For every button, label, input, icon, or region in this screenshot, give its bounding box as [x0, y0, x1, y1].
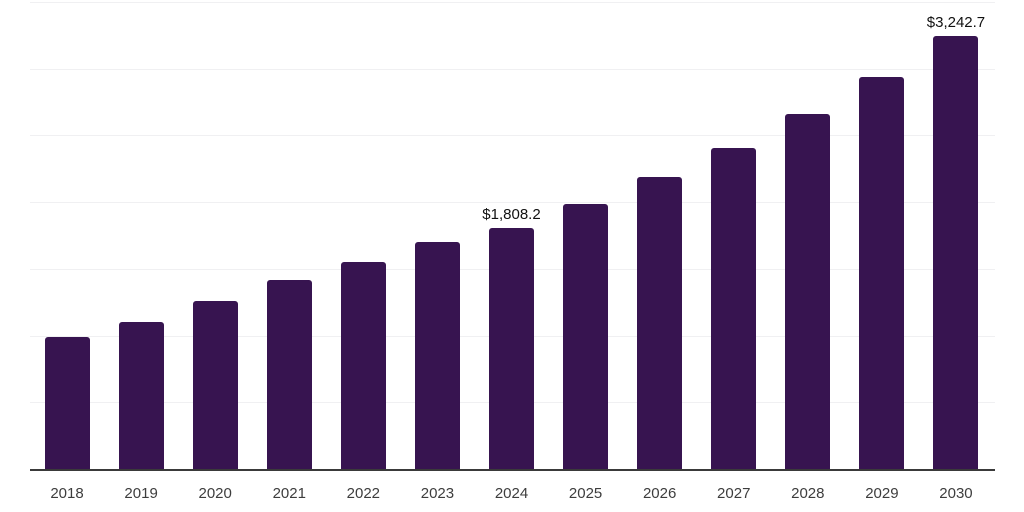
bar-2025	[563, 204, 609, 469]
x-tick-label-2018: 2018	[50, 485, 84, 502]
gridline	[30, 68, 995, 70]
x-tick-label-2022: 2022	[346, 485, 381, 502]
bar-2030	[933, 36, 979, 469]
x-axis-line	[30, 469, 995, 471]
x-tick-label-2019: 2019	[124, 485, 158, 502]
bar-2022	[340, 261, 386, 469]
bar-2021	[266, 279, 312, 469]
x-axis-tick-labels: 2018 2019 2020 2021 2022 2023 2024 2025 2026 2027…	[30, 485, 993, 503]
value-label-2024: $1,808.2	[482, 205, 541, 223]
value-label-2030: $3,242.7	[926, 14, 986, 32]
bar-2026	[637, 176, 683, 469]
x-tick-label-2025: 2025	[568, 485, 603, 502]
x-tick-label-2028: 2028	[791, 485, 825, 502]
gridline	[30, 135, 995, 137]
gridline	[30, 2, 995, 3]
bar-2028	[785, 113, 831, 469]
bar-2023	[414, 241, 460, 469]
x-tick-label-2020: 2020	[198, 485, 232, 502]
x-tick-label-2026: 2026	[642, 485, 677, 502]
bar-2029	[859, 76, 905, 469]
bar-2018	[44, 336, 90, 469]
gridline	[30, 202, 995, 204]
x-tick-label-2023: 2023	[420, 485, 455, 502]
x-tick-label-2027: 2027	[717, 485, 751, 502]
bar-2019	[118, 321, 164, 469]
plot-area: $1,808.2 $3,242.7	[30, 2, 995, 471]
x-tick-label-2024: 2024	[494, 485, 529, 502]
x-tick-label-2029: 2029	[865, 485, 899, 502]
bar-2024	[489, 227, 534, 469]
bar-2027	[711, 147, 757, 469]
x-tick-label-2021: 2021	[272, 485, 306, 502]
x-tick-label-2030: 2030	[939, 485, 973, 502]
bar-2020	[192, 300, 238, 469]
